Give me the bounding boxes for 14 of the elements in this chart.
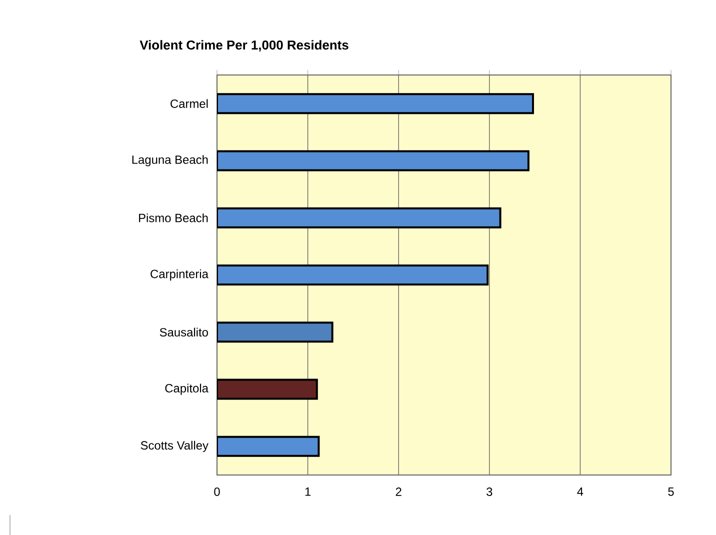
y-tick-label: Pismo Beach [139,213,208,222]
x-tick-label: 3 [486,488,492,496]
x-tick-label: 5 [668,488,674,496]
chart-title: Violent Crime Per 1,000 Residents [140,40,348,52]
y-tick-label: Carmel [170,99,208,108]
y-tick-label: Scotts Valley [140,440,208,452]
x-tick-label: 0 [214,488,220,496]
x-tick-label: 2 [396,488,402,496]
x-tick-label: 1 [305,488,311,496]
y-tick-label: Sausalito [160,328,208,337]
x-tick-label: 4 [577,488,584,496]
y-tick-label: Laguna Beach [132,155,208,166]
y-tick-label: Carpinteria [150,269,208,281]
y-tick-label: Capitola [165,384,208,395]
